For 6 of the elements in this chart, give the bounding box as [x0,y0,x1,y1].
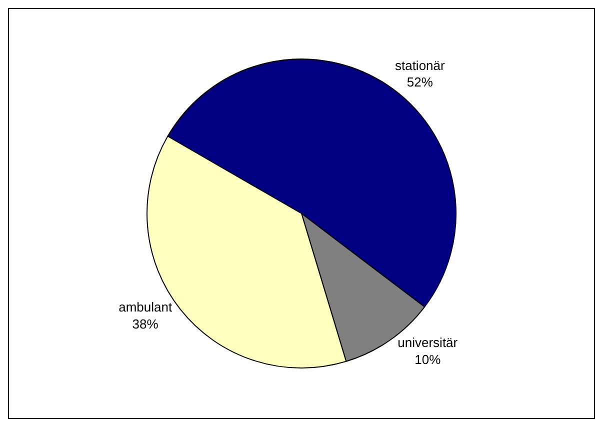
slice-label: universitär [398,335,458,350]
slice-label: ambulant [118,300,172,315]
data-label: 38% [132,316,159,332]
data-label: 10% [414,352,442,368]
slice-label: stationär [394,58,446,73]
data-label: 52% [406,74,434,90]
